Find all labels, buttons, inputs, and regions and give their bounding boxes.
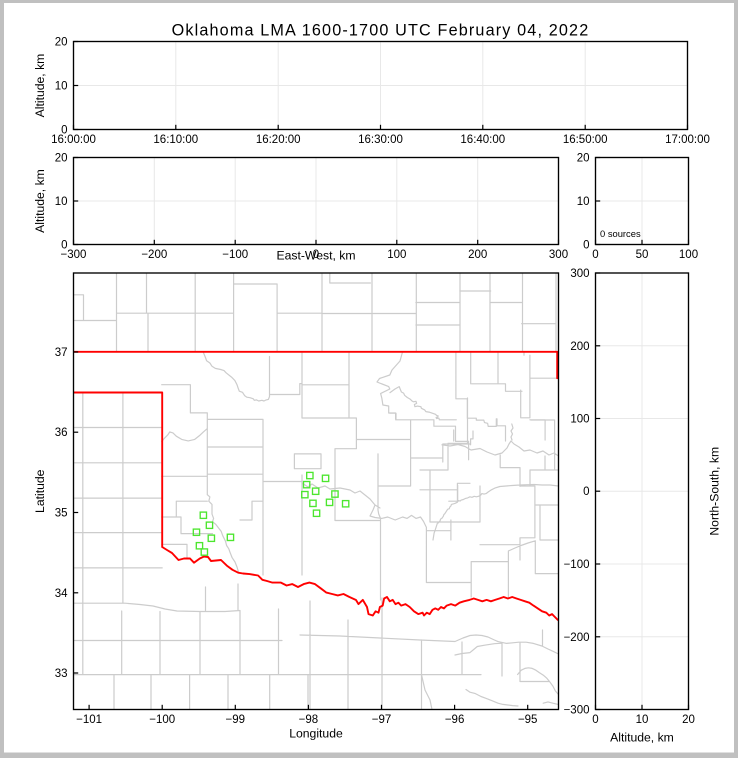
svg-text:100: 100 xyxy=(679,249,698,261)
svg-text:100: 100 xyxy=(387,249,406,261)
svg-text:100: 100 xyxy=(570,414,589,426)
svg-text:0: 0 xyxy=(583,486,589,498)
svg-text:−97: −97 xyxy=(372,714,392,726)
svg-text:0: 0 xyxy=(592,249,598,261)
svg-text:North-South, km: North-South, km xyxy=(707,447,721,536)
svg-text:0: 0 xyxy=(583,240,589,252)
svg-text:−100: −100 xyxy=(149,714,175,726)
svg-text:10: 10 xyxy=(577,196,590,208)
svg-text:0: 0 xyxy=(592,714,598,726)
svg-text:200: 200 xyxy=(468,249,487,261)
svg-text:−101: −101 xyxy=(76,714,102,726)
svg-text:20: 20 xyxy=(577,153,590,165)
svg-text:0: 0 xyxy=(61,125,67,137)
svg-text:East-West, km: East-West, km xyxy=(276,249,355,263)
svg-text:Oklahoma LMA 1600-1700 UTC Feb: Oklahoma LMA 1600-1700 UTC February 04, … xyxy=(172,22,590,40)
svg-text:300: 300 xyxy=(549,249,568,261)
svg-text:10: 10 xyxy=(55,196,68,208)
svg-text:Longitude: Longitude xyxy=(289,727,343,741)
svg-text:−96: −96 xyxy=(445,714,465,726)
svg-text:−300: −300 xyxy=(61,249,87,261)
svg-text:−300: −300 xyxy=(564,705,590,717)
svg-text:10: 10 xyxy=(636,714,649,726)
svg-text:200: 200 xyxy=(570,341,589,353)
svg-text:10: 10 xyxy=(55,81,68,93)
svg-text:20: 20 xyxy=(682,714,695,726)
svg-text:34: 34 xyxy=(55,588,68,600)
svg-text:16:30:00: 16:30:00 xyxy=(358,134,403,146)
svg-text:16:10:00: 16:10:00 xyxy=(153,134,198,146)
svg-text:0: 0 xyxy=(313,249,319,261)
svg-text:Altitude, km: Altitude, km xyxy=(33,169,47,233)
svg-text:16:50:00: 16:50:00 xyxy=(563,134,608,146)
svg-text:−200: −200 xyxy=(564,632,590,644)
svg-text:16:20:00: 16:20:00 xyxy=(256,134,301,146)
svg-text:37: 37 xyxy=(55,347,68,359)
svg-text:−200: −200 xyxy=(141,249,167,261)
svg-text:−99: −99 xyxy=(226,714,246,726)
svg-text:Altitude, km: Altitude, km xyxy=(610,731,674,745)
svg-text:16:40:00: 16:40:00 xyxy=(460,134,505,146)
svg-text:36: 36 xyxy=(55,427,68,439)
svg-text:−98: −98 xyxy=(299,714,319,726)
svg-text:50: 50 xyxy=(636,249,649,261)
svg-text:35: 35 xyxy=(55,508,68,520)
svg-text:−95: −95 xyxy=(518,714,538,726)
svg-text:16:00:00: 16:00:00 xyxy=(51,134,96,146)
svg-text:−100: −100 xyxy=(222,249,248,261)
svg-text:Latitude: Latitude xyxy=(33,469,47,513)
svg-text:Altitude, km: Altitude, km xyxy=(33,54,47,118)
svg-text:0 sources: 0 sources xyxy=(600,228,641,239)
svg-text:20: 20 xyxy=(55,153,68,165)
svg-text:20: 20 xyxy=(55,37,68,49)
svg-text:17:00:00: 17:00:00 xyxy=(665,134,710,146)
svg-text:−100: −100 xyxy=(564,559,590,571)
svg-text:0: 0 xyxy=(61,240,67,252)
svg-text:300: 300 xyxy=(570,268,589,280)
svg-text:33: 33 xyxy=(55,668,68,680)
